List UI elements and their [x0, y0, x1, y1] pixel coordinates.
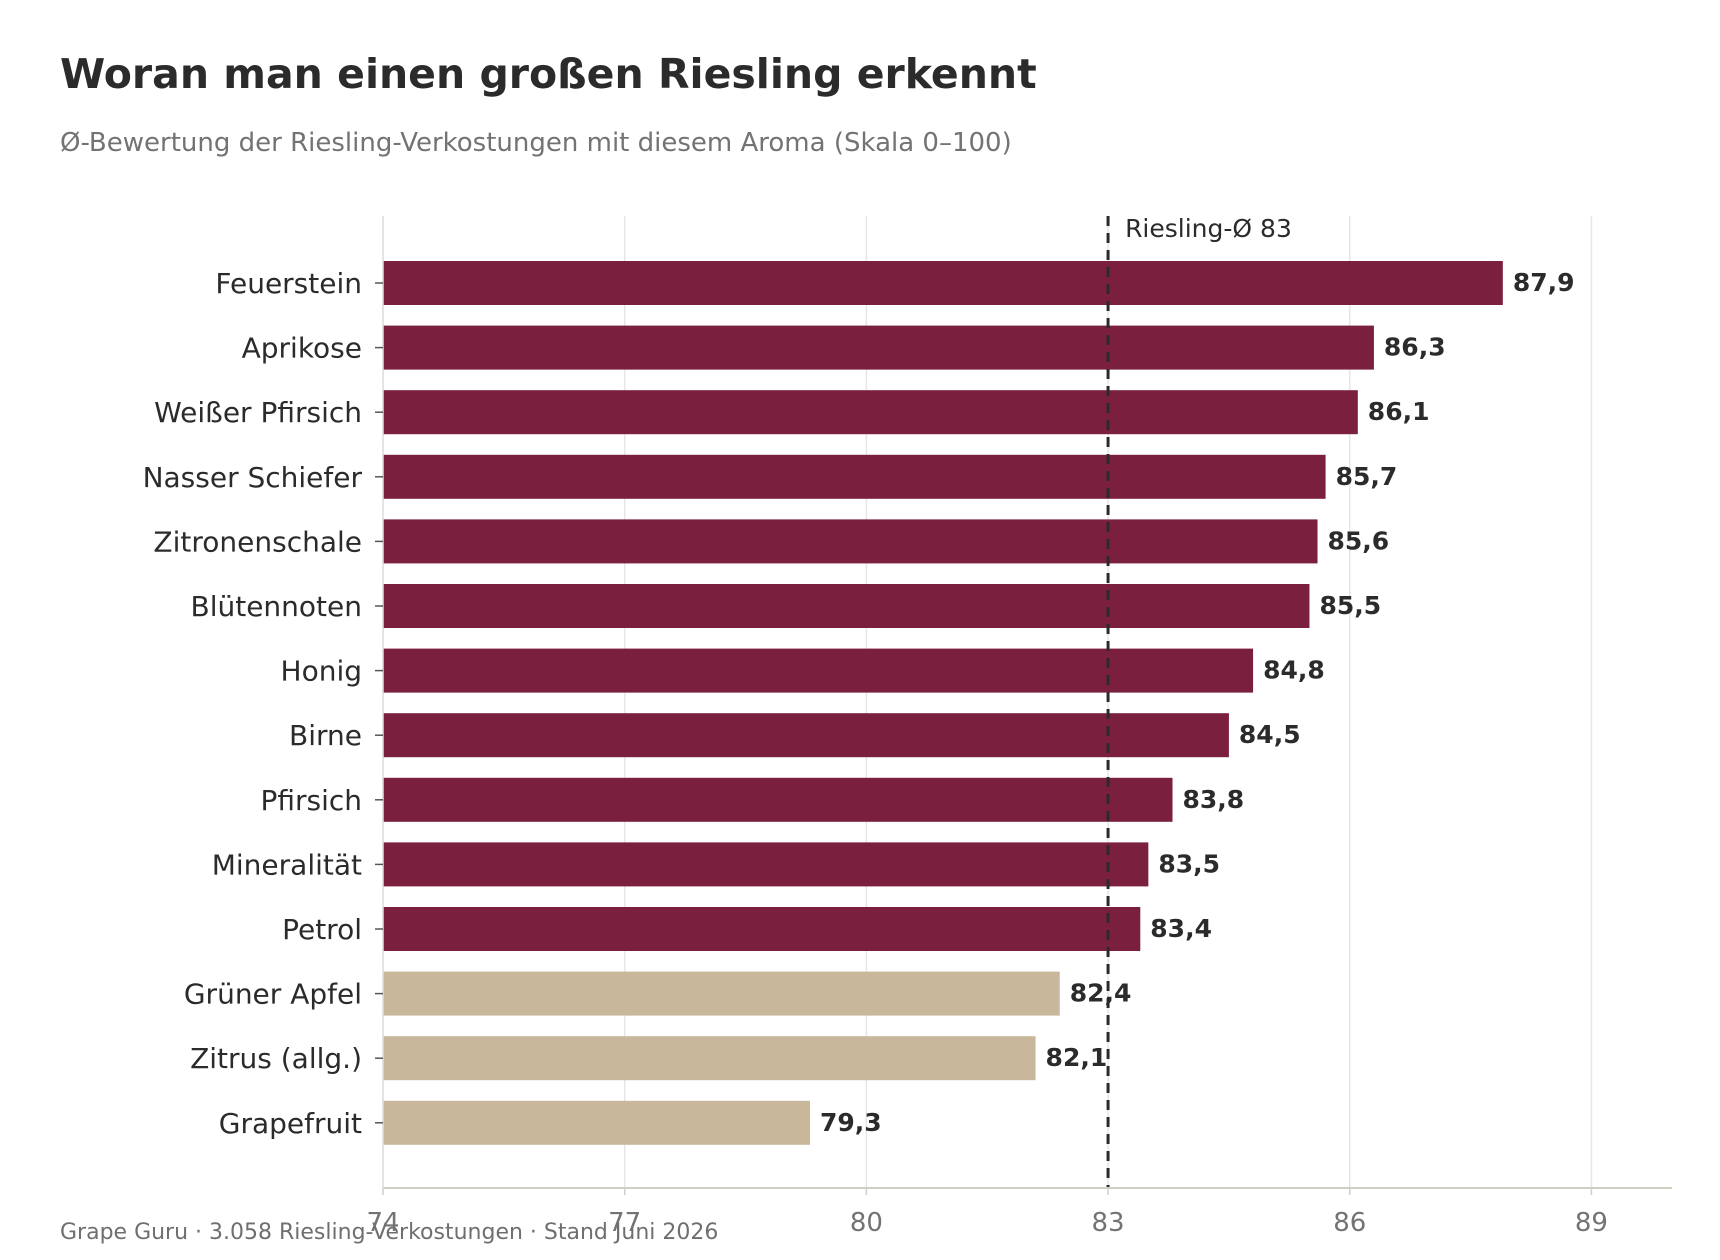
labels: Feuerstein 87,9 Aprikose 86,3 Weißer Pfirsic…: [143, 267, 1575, 1140]
value-label: 83,4: [1150, 914, 1212, 943]
x-axis: 74 77 80 83 86 89: [366, 216, 1672, 1238]
value-label: 79,3: [820, 1108, 882, 1137]
bars: [383, 261, 1503, 1145]
value-label: 83,5: [1158, 849, 1220, 878]
x-tick-label: 83: [1092, 1208, 1125, 1238]
x-tick-label: 74: [366, 1208, 399, 1238]
bar: [383, 519, 1318, 564]
x-tick-label: 86: [1333, 1208, 1366, 1238]
chart-title: Woran man einen großen Riesling erkennt: [60, 50, 1037, 98]
value-label: 83,8: [1183, 785, 1245, 814]
x-tick-label: 89: [1575, 1208, 1608, 1238]
bar: [383, 713, 1229, 758]
bar: [383, 777, 1173, 822]
value-label: 84,8: [1263, 656, 1325, 685]
category-label: Grüner Apfel: [184, 978, 362, 1011]
category-label: Feuerstein: [215, 267, 362, 300]
category-label: Nasser Schiefer: [143, 461, 363, 494]
value-label: 86,3: [1384, 333, 1446, 362]
value-label: 86,1: [1368, 397, 1430, 426]
category-label: Zitronenschale: [153, 525, 362, 558]
category-label: Pfirsich: [260, 784, 362, 817]
value-label: 82,4: [1070, 979, 1132, 1008]
value-label: 85,6: [1328, 526, 1390, 555]
category-label: Weißer Pfirsich: [154, 396, 362, 429]
bar: [383, 907, 1141, 951]
bar: [383, 1036, 1036, 1081]
bar: [383, 390, 1358, 435]
value-label: 85,5: [1319, 591, 1381, 620]
bar: [383, 1100, 810, 1145]
bar: [383, 261, 1503, 305]
bar: [383, 971, 1060, 1016]
category-label: Blütennoten: [190, 590, 362, 623]
source-note: Grape Guru · 3.058 Riesling-Verkostungen…: [60, 1220, 719, 1245]
x-tick-label: 77: [608, 1208, 641, 1238]
reference-line-group: Riesling-Ø 83: [1106, 214, 1292, 1188]
x-tick-label: 80: [850, 1208, 883, 1238]
category-label: Honig: [281, 655, 362, 688]
value-label: 87,9: [1513, 268, 1575, 297]
value-label: 82,1: [1046, 1043, 1108, 1072]
bar: [383, 842, 1149, 887]
bar: [383, 454, 1326, 499]
bar: [383, 648, 1254, 693]
value-label: 84,5: [1239, 720, 1301, 749]
category-label: Mineralität: [212, 848, 362, 881]
chart-subtitle: Ø-Bewertung der Riesling-Verkostungen mi…: [60, 128, 1012, 158]
bar: [383, 325, 1374, 370]
category-label: Aprikose: [242, 332, 362, 365]
category-label: Zitrus (allg.): [190, 1042, 362, 1075]
category-label: Petrol: [282, 913, 362, 946]
reference-line-label: Riesling-Ø 83: [1125, 214, 1292, 243]
category-label: Grapefruit: [219, 1107, 362, 1140]
value-label: 85,7: [1336, 462, 1398, 491]
bar: [383, 584, 1310, 628]
category-label: Birne: [289, 719, 362, 752]
